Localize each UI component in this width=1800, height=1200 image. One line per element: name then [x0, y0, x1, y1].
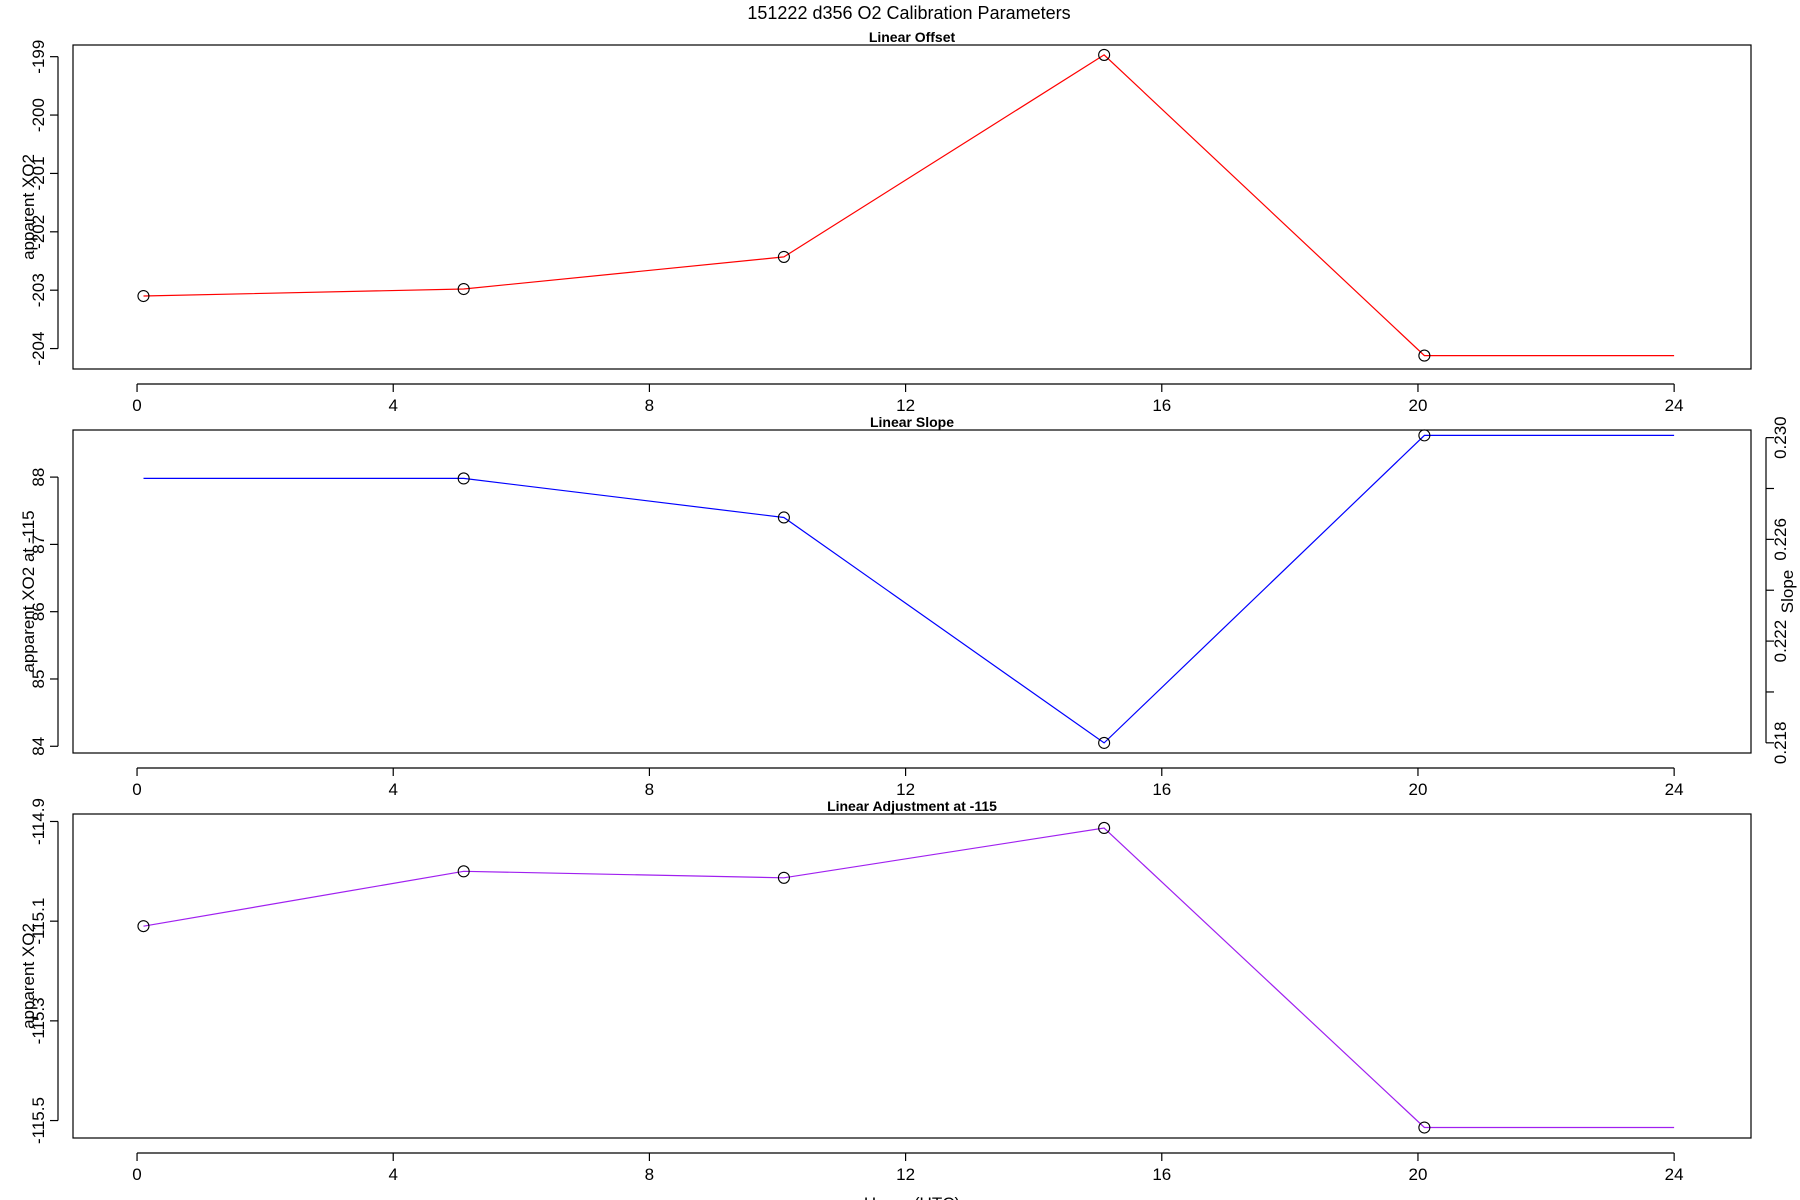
x-tick-label: 16 [1152, 1165, 1171, 1184]
y-tick-label: -115.5 [29, 1097, 48, 1144]
x-tick-label: 24 [1665, 780, 1684, 799]
panel-title: Linear Offset [869, 29, 956, 45]
y2-tick-label: 0.218 [1771, 722, 1790, 765]
x-tick-label: 8 [645, 780, 654, 799]
y-tick-label: 87 [29, 535, 48, 554]
x-tick-label: 12 [896, 780, 915, 799]
plot-frame [72, 813, 1752, 1139]
data-point [457, 282, 470, 296]
x-tick-label: 12 [896, 396, 915, 415]
plot-frame [72, 44, 1752, 370]
y-tick-label: 85 [29, 670, 48, 689]
y-tick-label: 86 [29, 602, 48, 621]
y-tick-label: -203 [29, 273, 48, 307]
y-tick-label: -204 [29, 332, 48, 366]
x-tick-label: 4 [388, 780, 397, 799]
x-tick-label: 16 [1152, 780, 1171, 799]
x-axis-title: Hours (UTC) [864, 1194, 960, 1200]
y-tick-label: -202 [29, 215, 48, 249]
y-tick-label: -114.9 [29, 798, 48, 845]
y-tick-label: 84 [29, 737, 48, 756]
data-point [1098, 48, 1111, 61]
series-line [143, 54, 1675, 357]
y2-axis-title: Slope [1778, 570, 1797, 613]
y2-tick-label: 0.226 [1771, 518, 1790, 561]
x-tick-label: 20 [1409, 396, 1428, 415]
data-point [457, 865, 470, 878]
x-tick-label: 24 [1665, 396, 1684, 415]
x-tick-label: 0 [132, 1165, 141, 1184]
data-point [137, 920, 150, 933]
x-tick-label: 4 [388, 396, 397, 415]
data-point [137, 289, 150, 303]
panel-3: Linear Adjustment at -115 0 4 8 12 16 20 24 Hour… [19, 798, 1752, 1200]
data-point [1418, 1121, 1431, 1134]
series-line [143, 434, 1675, 744]
y-tick-label: -115.1 [29, 898, 48, 945]
x-tick-label: 8 [645, 1165, 654, 1184]
data-point [1418, 429, 1431, 442]
y-axis-title: apparent XO2 [19, 154, 38, 260]
panel-1: Linear Offset 0 4 8 12 16 20 24 -204 -203 -202 -201… [19, 29, 1752, 415]
x-tick-label: 20 [1409, 1165, 1428, 1184]
y2-tick-label: 0.222 [1771, 620, 1790, 663]
panel-2: Linear Slope 0 4 8 12 16 20 24 84 85 86 87 88 apparen… [19, 414, 1797, 799]
y-tick-label: -199 [29, 40, 48, 74]
series-line [143, 827, 1675, 1129]
data-point [777, 511, 790, 524]
y-tick-label: -200 [29, 98, 48, 132]
x-tick-label: 0 [132, 780, 141, 799]
y-tick-label: 88 [29, 468, 48, 487]
panel-title: Linear Adjustment at -115 [827, 798, 997, 814]
y-axis-title: apparent XO2 at -115 [19, 510, 38, 672]
data-point [777, 250, 790, 263]
y2-tick-label: 0.230 [1771, 416, 1790, 459]
data-point [1098, 821, 1111, 835]
x-tick-label: 4 [388, 1165, 397, 1184]
data-point [1098, 736, 1111, 749]
x-tick-label: 20 [1409, 780, 1428, 799]
data-point [457, 472, 470, 485]
y-axis-title: apparent XO2 [19, 923, 38, 1029]
x-tick-label: 0 [132, 396, 141, 415]
x-tick-label: 12 [896, 1165, 915, 1184]
x-tick-label: 24 [1665, 1165, 1684, 1184]
data-point [777, 871, 790, 884]
x-tick-label: 16 [1152, 396, 1171, 415]
y-tick-label: -201 [29, 156, 48, 190]
panel-title: Linear Slope [870, 414, 954, 430]
plot-frame [72, 429, 1752, 754]
figure-title: 151222 d356 O2 Calibration Parameters [747, 3, 1070, 23]
data-point [1418, 349, 1431, 362]
y-tick-label: -115.3 [29, 997, 48, 1044]
x-tick-label: 8 [645, 396, 654, 415]
